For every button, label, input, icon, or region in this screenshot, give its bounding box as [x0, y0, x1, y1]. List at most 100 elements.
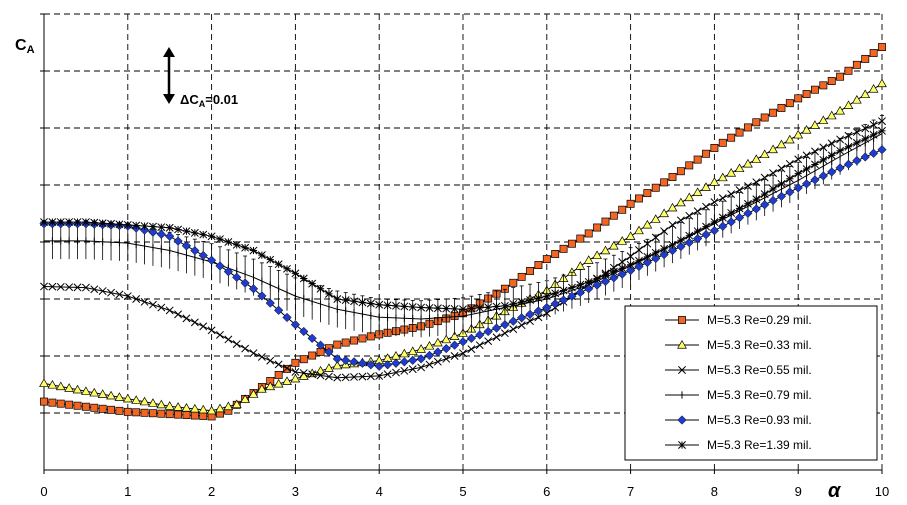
data-point: [240, 394, 251, 403]
data-point: [751, 154, 762, 163]
data-point: [274, 360, 283, 369]
data-point: [416, 344, 427, 353]
data-point: [441, 343, 451, 354]
data-point: [357, 358, 368, 368]
data-point: [584, 284, 594, 294]
data-point: [424, 350, 435, 361]
x-tick-label: 8: [711, 484, 718, 499]
data-point: [48, 282, 57, 291]
data-point: [324, 372, 333, 381]
data-point: [55, 381, 66, 391]
data-point: [869, 49, 878, 57]
data-point: [123, 407, 132, 416]
data-point: [794, 94, 803, 103]
data-point: [223, 401, 234, 411]
data-point: [433, 347, 443, 357]
data-point: [819, 155, 828, 164]
data-point: [459, 349, 467, 358]
data-point: [635, 194, 643, 203]
data-point: [819, 81, 828, 90]
data-point: [467, 304, 476, 313]
data-point: [726, 168, 737, 177]
data-point: [98, 404, 107, 413]
axes-layer: 0 1 2 3 4 5 6 7 8 9 10: [40, 13, 889, 499]
series-line-re-033: [43, 83, 883, 412]
data-point: [273, 305, 284, 315]
data-point: [760, 190, 769, 199]
data-point: [148, 222, 157, 231]
data-point: [718, 213, 727, 222]
data-point: [123, 220, 132, 229]
data-point: [827, 77, 836, 85]
data-point: [90, 218, 99, 227]
data-point: [442, 304, 451, 313]
data-point: [760, 113, 769, 122]
data-point: [139, 396, 150, 406]
data-point: [115, 220, 124, 229]
data-point: [718, 221, 728, 231]
data-point: [459, 305, 467, 314]
data-point: [65, 218, 74, 227]
data-point: [56, 218, 65, 227]
data-point: [107, 405, 115, 414]
data-point: [307, 333, 317, 343]
delta-label-value: =0.01: [205, 92, 238, 107]
data-point: [760, 200, 770, 210]
data-point: [517, 298, 526, 306]
data-point: [667, 202, 678, 212]
data-point: [283, 364, 291, 373]
data-point: [869, 130, 878, 139]
annotation-layer: CA α ΔCA=0.01: [15, 37, 842, 502]
data-point: [107, 219, 115, 228]
data-point: [667, 245, 678, 256]
data-point: [785, 187, 795, 197]
data-point: [735, 128, 744, 137]
data-point: [861, 54, 870, 63]
data-point: [341, 338, 350, 347]
data-point: [181, 402, 192, 412]
data-point: [684, 192, 695, 202]
legend-label: M=5.3 Re=0.33 mil.: [707, 338, 812, 352]
data-point: [743, 182, 752, 191]
data-point: [718, 138, 727, 147]
data-point: [375, 300, 384, 309]
data-point: [525, 309, 535, 320]
data-point: [551, 289, 560, 298]
data-point: [601, 217, 610, 226]
data-point: [207, 326, 216, 335]
data-point: [291, 358, 300, 367]
data-point: [140, 408, 149, 417]
data-point: [274, 370, 283, 379]
data-point: [576, 280, 585, 289]
data-point: [684, 237, 694, 248]
data-point: [433, 304, 442, 313]
data-point: [90, 403, 99, 412]
data-point: [333, 373, 342, 382]
data-point: [382, 360, 393, 370]
x-tick-label: 6: [543, 484, 550, 499]
data-point: [793, 129, 804, 139]
data-point: [349, 357, 359, 367]
legend-item: M=5.3 Re=0.55 mil.: [665, 363, 812, 377]
data-point: [735, 186, 744, 195]
data-point: [341, 355, 351, 365]
x-tick-label: 4: [376, 484, 383, 499]
data-point: [224, 238, 233, 246]
data-point: [223, 266, 234, 277]
data-point: [851, 94, 862, 104]
data-point: [432, 337, 443, 347]
data-point: [877, 78, 887, 88]
data-point: [332, 360, 343, 370]
data-point: [777, 179, 786, 188]
data-point: [400, 366, 409, 375]
data-point: [500, 301, 509, 310]
data-point: [249, 246, 258, 255]
data-point: [727, 208, 736, 217]
data-point: [241, 344, 250, 353]
data-point: [315, 340, 326, 350]
data-point: [165, 223, 174, 232]
data-point: [685, 161, 694, 170]
data-point: [65, 400, 74, 409]
data-point: [509, 299, 518, 308]
